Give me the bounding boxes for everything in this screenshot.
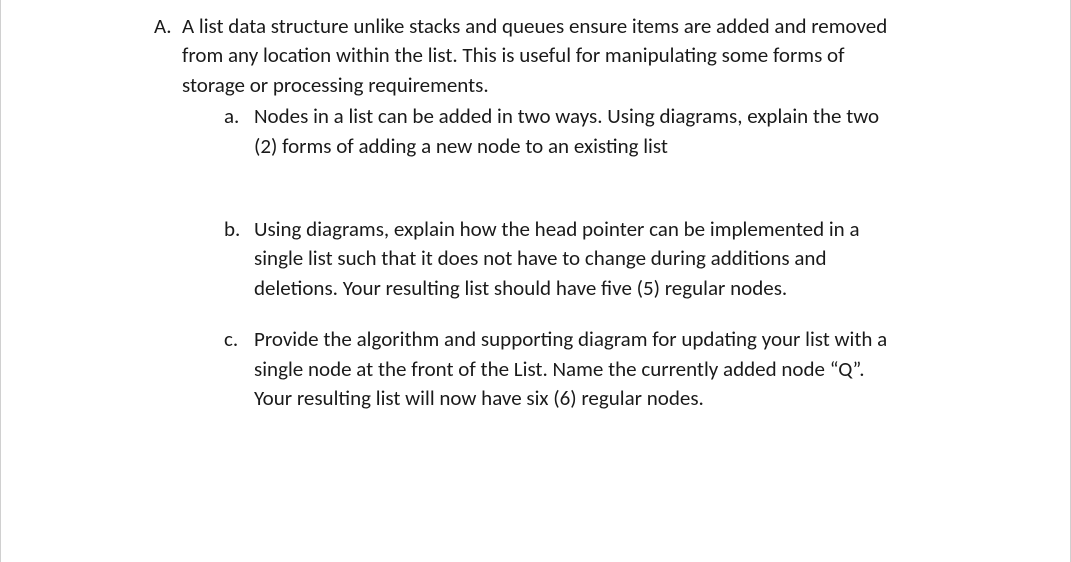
sub-question-list: a. Nodes in a list can be added in two w… <box>182 102 902 413</box>
sub-question-c: c. Provide the algorithm and supporting … <box>224 325 902 413</box>
sub-question-c-label: c. <box>224 325 238 354</box>
sub-question-a-label: a. <box>224 102 239 131</box>
sub-question-c-text: Provide the algorithm and supporting dia… <box>254 326 887 411</box>
sub-question-a-text: Nodes in a list can be added in two ways… <box>254 103 879 158</box>
main-question-intro: A list data structure unlike stacks and … <box>182 13 887 98</box>
main-question-label: A. <box>154 12 172 41</box>
main-question-item: A. A list data structure unlike stacks a… <box>154 12 902 413</box>
sub-question-a: a. Nodes in a list can be added in two w… <box>224 102 902 161</box>
question-block: A. A list data structure unlike stacks a… <box>154 12 902 413</box>
document-page: A. A list data structure unlike stacks a… <box>0 0 1071 562</box>
sub-question-b-label: b. <box>224 215 240 244</box>
sub-question-b: b. Using diagrams, explain how the head … <box>224 215 902 303</box>
sub-question-b-text: Using diagrams, explain how the head poi… <box>254 216 860 301</box>
